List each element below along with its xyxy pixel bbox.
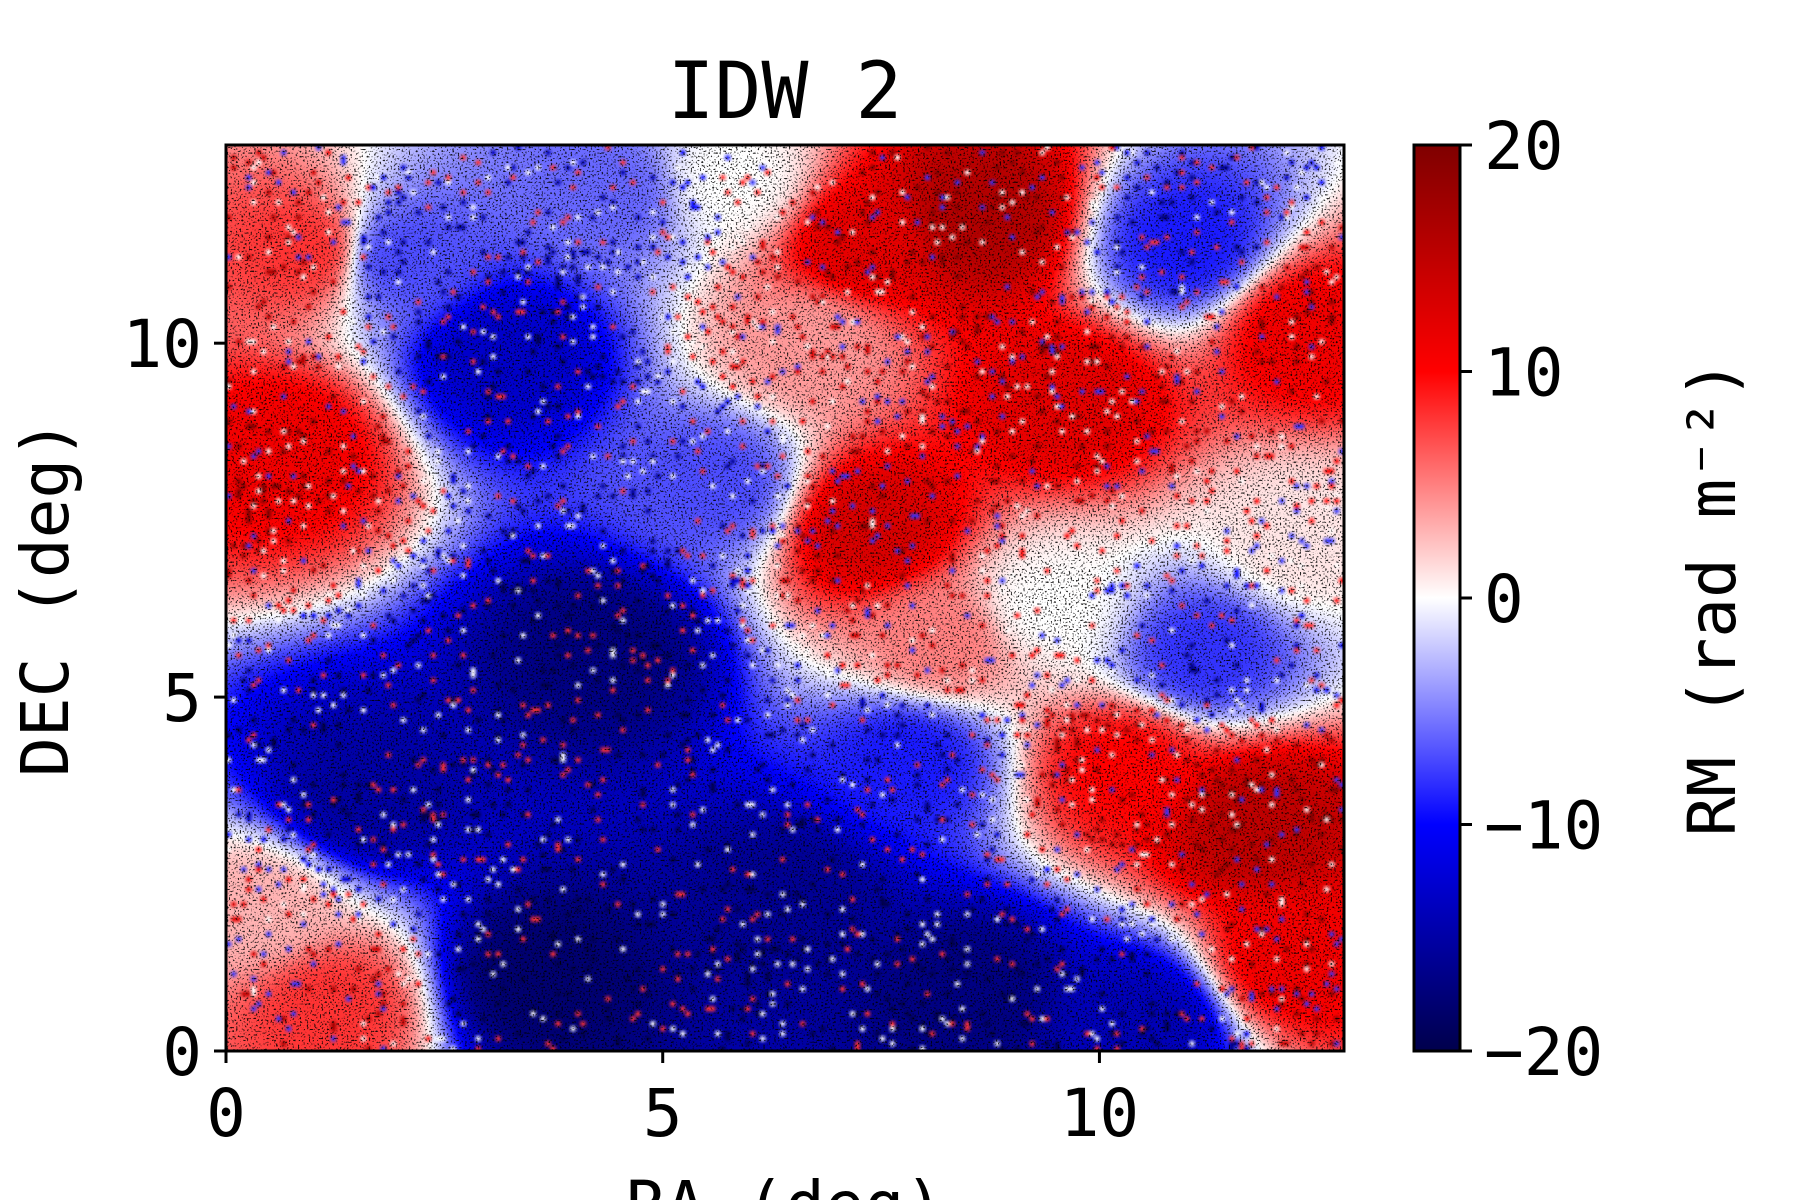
colorbar-label: RM (rad m⁻²) bbox=[1674, 360, 1751, 837]
x-tick-label: 10 bbox=[1060, 1075, 1139, 1152]
y-axis-label: DEC (deg) bbox=[7, 419, 84, 777]
y-axis: 0 5 10 bbox=[123, 306, 226, 1091]
x-tick-label: 5 bbox=[643, 1075, 683, 1152]
x-axis: 0 5 10 bbox=[206, 1051, 1139, 1152]
colorbar-tick-label: −20 bbox=[1484, 1014, 1603, 1091]
colorbar-tick-label: −10 bbox=[1484, 788, 1603, 865]
plot-frame bbox=[224, 143, 1346, 1053]
colorbar-tick-label: 0 bbox=[1484, 561, 1524, 638]
chart-title: IDW 2 bbox=[668, 47, 903, 137]
y-tick-label: 10 bbox=[123, 306, 202, 383]
colorbar: −20 −10 0 10 20 RM (rad m⁻²) bbox=[1412, 108, 1751, 1091]
heatmap-image bbox=[226, 145, 1344, 1051]
colorbar-ticks: −20 −10 0 10 20 bbox=[1460, 108, 1603, 1091]
speckle-texture bbox=[226, 145, 1344, 1051]
x-tick-label: 0 bbox=[206, 1075, 246, 1152]
y-tick-label: 5 bbox=[162, 660, 202, 737]
colorbar-tick-label: 10 bbox=[1484, 335, 1563, 412]
x-axis-label: RA (deg) bbox=[626, 1167, 944, 1200]
colorbar-tick-label: 20 bbox=[1484, 108, 1563, 185]
y-tick-label: 0 bbox=[162, 1014, 202, 1091]
colorbar-gradient bbox=[1414, 145, 1460, 1051]
